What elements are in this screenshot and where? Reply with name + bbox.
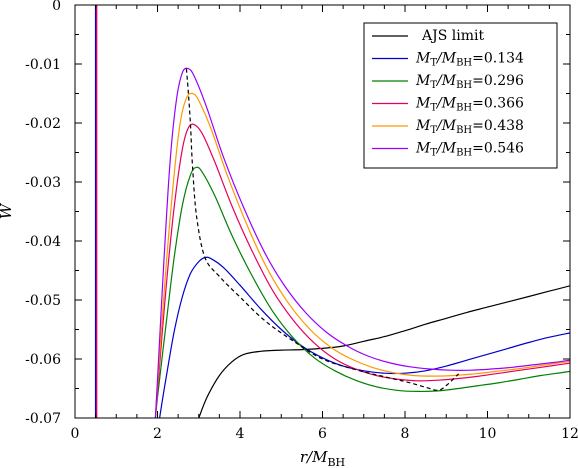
x-tick-label: 4: [236, 426, 245, 442]
x-tick-label: 2: [153, 426, 162, 442]
legend-item: MT/MBH=0.296: [372, 73, 524, 91]
series-line-4: [154, 92, 570, 418]
x-tick-label: 6: [318, 426, 327, 442]
y-tick-label: 0: [52, 0, 61, 14]
legend-item: MT/MBH=0.438: [372, 118, 524, 136]
legend-item: AJS limit: [372, 28, 484, 44]
legend-label: MT/MBH=0.366: [415, 96, 524, 114]
legend-item: MT/MBH=0.546: [372, 141, 524, 159]
y-tick-label: -0.07: [25, 411, 61, 427]
series-line-0: [198, 285, 570, 418]
y-tick-label: -0.03: [25, 175, 61, 191]
legend-label: AJS limit: [421, 28, 484, 44]
x-axis-title-main: r/M: [300, 448, 328, 466]
y-tick-label: -0.04: [25, 234, 61, 250]
legend-label: MT/MBH=0.546: [415, 141, 524, 159]
y-tick-label: -0.05: [25, 293, 61, 309]
legend-label: MT/MBH=0.296: [415, 73, 524, 91]
series-line-2: [154, 166, 570, 418]
legend-item: MT/MBH=0.134: [372, 51, 524, 69]
series-line-1: [159, 256, 570, 418]
y-tick-label: -0.06: [25, 352, 61, 368]
x-tick-label: 10: [479, 426, 497, 442]
series-line-3: [154, 123, 570, 418]
x-tick-label: 12: [561, 426, 578, 442]
legend-label: MT/MBH=0.438: [415, 118, 524, 136]
series-line-5: [154, 67, 570, 418]
y-axis-title: W: [0, 202, 15, 219]
y-tick-label: -0.02: [25, 116, 61, 132]
y-tick-label: -0.01: [25, 57, 61, 73]
x-tick-label: 8: [401, 426, 410, 442]
series-line-dashed: [185, 68, 460, 391]
legend-item: MT/MBH=0.366: [372, 96, 524, 114]
x-axis-title: r/MBH: [300, 448, 345, 468]
x-axis-title-sub: BH: [327, 456, 345, 468]
legend-label: MT/MBH=0.134: [415, 51, 524, 69]
legend-box: [363, 22, 558, 169]
x-tick-label: 0: [71, 426, 80, 442]
